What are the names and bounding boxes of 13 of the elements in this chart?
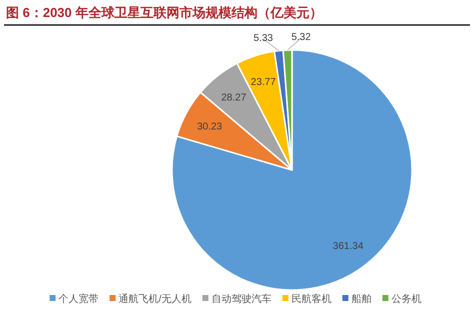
legend-label: 船舶 [351, 293, 372, 305]
data-label: 361.34 [332, 240, 364, 252]
legend-label: 个人宽带 [58, 293, 99, 305]
data-label: 5.33 [253, 32, 274, 44]
legend-label: 通航飞机/无人机 [118, 293, 192, 305]
data-label: 23.77 [250, 76, 276, 88]
data-label: 30.23 [197, 122, 223, 133]
data-label: 5.32 [291, 32, 312, 44]
data-label: 28.27 [221, 92, 247, 104]
chart-title: 图 6：2030 年全球卫星互联网市场规模结构（亿美元） [6, 5, 322, 20]
legend-label: 公务机 [391, 293, 422, 305]
legend-label: 自动驾驶汽车 [211, 293, 272, 305]
legend-label: 民航客机 [291, 293, 332, 305]
